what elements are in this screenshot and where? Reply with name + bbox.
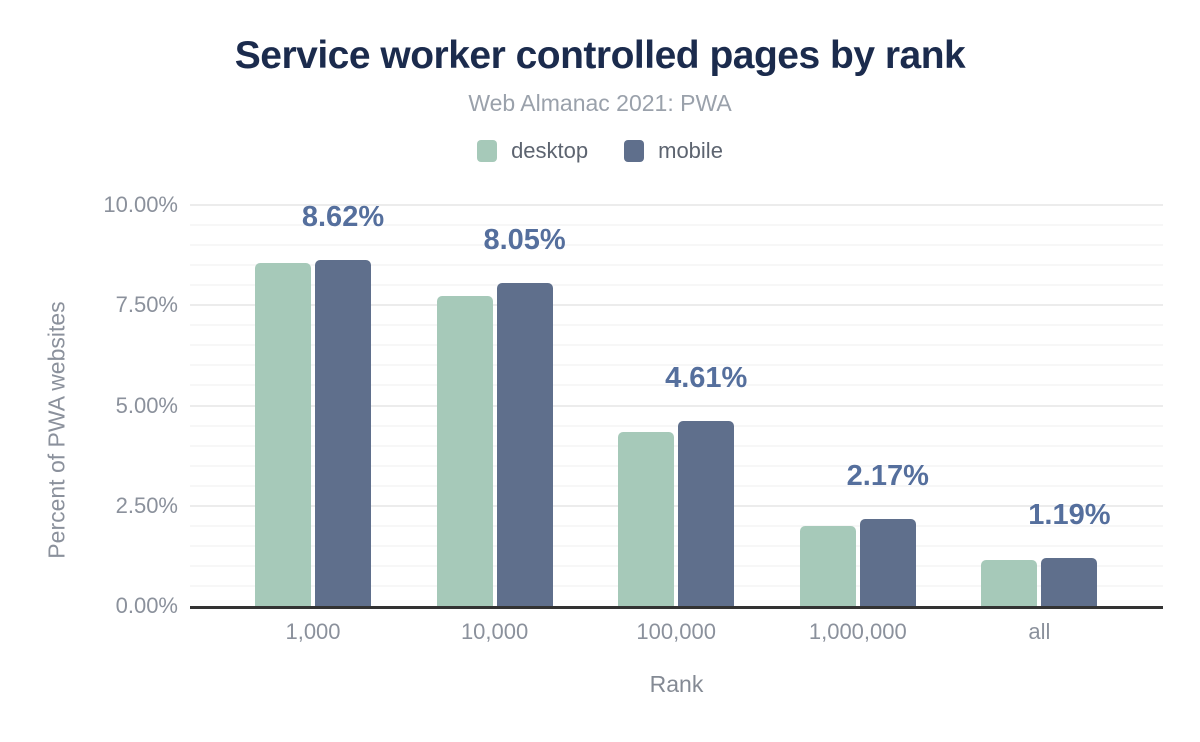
chart-title: Service worker controlled pages by rank — [234, 34, 966, 77]
y-tick-label: 7.50% — [115, 292, 178, 318]
x-tick-label-10-000: 10,000 — [460, 619, 529, 644]
bar-mobile-10-000 — [496, 283, 553, 606]
gridline-minor — [190, 444, 1163, 447]
gridline-minor — [190, 564, 1163, 567]
bar-mobile-all — [1041, 558, 1098, 606]
x-tick-label-all: all — [1028, 619, 1051, 644]
gridline-minor — [190, 484, 1163, 487]
bar-mobile-100-000 — [678, 421, 735, 606]
data-label-1-000-000: 2.17% — [846, 459, 929, 492]
legend: desktop mobile — [0, 138, 1200, 164]
x-axis-tick-labels: 1,000 10,000 100,000 1,000,000 all — [190, 619, 1163, 649]
bar-mobile-1-000 — [315, 260, 371, 606]
gridline-major — [190, 504, 1163, 507]
gridline-minor — [190, 244, 1163, 247]
gridline-minor — [190, 464, 1163, 467]
gridline-minor — [190, 344, 1163, 347]
plot-area: 8.62% 8.05% 4.61% 2.17% 1.19% — [190, 201, 1163, 609]
chart-subtitle: Web Almanac 2021: PWA — [468, 90, 732, 116]
y-tick-label: 0.00% — [115, 593, 178, 618]
y-tick-label: 5.00% — [115, 392, 178, 418]
gridline-major — [190, 404, 1163, 407]
gridline-minor — [190, 584, 1163, 587]
gridline-minor — [190, 384, 1163, 387]
gridline-minor — [190, 324, 1163, 327]
legend-label: desktop — [511, 138, 589, 163]
gridline-minor — [190, 544, 1163, 547]
legend-item-desktop: desktop — [477, 138, 588, 164]
gridline-major — [190, 304, 1163, 307]
x-axis-title: Rank — [649, 671, 704, 697]
gridline-minor — [190, 264, 1163, 267]
y-tick-label: 2.50% — [115, 492, 178, 518]
data-label-1-000: 8.62% — [301, 201, 385, 234]
bar-desktop-1-000 — [255, 263, 311, 606]
y-axis-tick-labels: 10.00% 7.50% 5.00% 2.50% 0.00% — [0, 192, 178, 618]
gridline-minor — [190, 524, 1163, 527]
x-tick-label-1-000: 1,000 — [285, 619, 341, 644]
legend-swatch-desktop — [477, 140, 498, 162]
y-tick-label: 10.00% — [103, 192, 178, 217]
legend-label: mobile — [658, 138, 723, 163]
x-tick-label-100-000: 100,000 — [636, 619, 716, 644]
bar-mobile-1-000-000 — [859, 518, 916, 606]
gridline-minor — [190, 424, 1163, 427]
legend-swatch-mobile — [624, 140, 645, 162]
bar-desktop-1-000-000 — [799, 525, 856, 606]
bar-desktop-all — [981, 559, 1038, 606]
gridline-major — [190, 204, 1163, 206]
bar-desktop-10-000 — [436, 296, 493, 606]
legend-item-mobile: mobile — [624, 138, 723, 164]
gridline-minor — [190, 224, 1163, 227]
gridline-minor — [190, 284, 1163, 287]
data-label-all: 1.19% — [1028, 499, 1111, 532]
data-label-10-000: 8.05% — [483, 224, 566, 257]
data-label-100-000: 4.61% — [665, 362, 748, 395]
bar-desktop-100-000 — [618, 432, 675, 606]
gridline-minor — [190, 364, 1163, 367]
x-tick-label-1-000-000: 1,000,000 — [808, 619, 907, 644]
